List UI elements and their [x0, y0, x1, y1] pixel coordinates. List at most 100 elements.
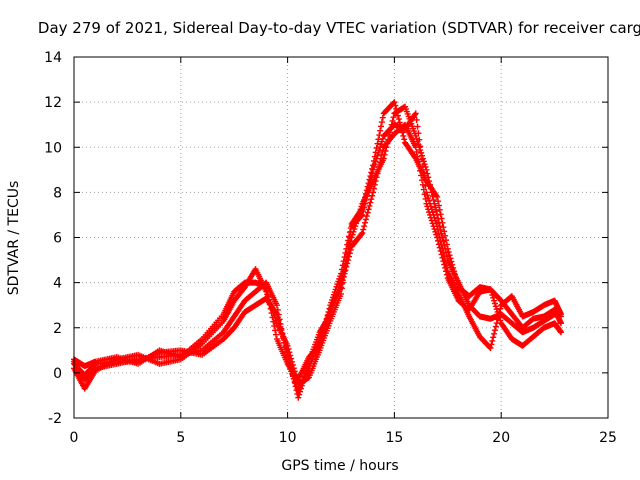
data-point — [367, 173, 374, 180]
data-point — [433, 231, 440, 238]
data-point — [429, 220, 436, 227]
x-tick-label: 20 — [492, 430, 510, 446]
data-point — [412, 110, 419, 117]
data-point — [373, 145, 380, 152]
x-tick-label: 0 — [70, 430, 79, 446]
data-point — [301, 373, 308, 380]
series-track-3 — [71, 121, 565, 401]
data-point — [418, 149, 425, 156]
data-point — [362, 194, 369, 201]
chart-title: Day 279 of 2021, Sidereal Day-to-day VTE… — [38, 19, 640, 37]
data-point — [419, 155, 426, 162]
data-point — [285, 353, 292, 360]
data-point — [441, 228, 448, 235]
data-point — [443, 241, 450, 248]
data-point — [318, 336, 325, 343]
data-point — [415, 130, 422, 137]
data-point — [346, 229, 353, 236]
data-point — [277, 323, 284, 330]
data-point — [378, 155, 385, 162]
data-point — [373, 174, 380, 181]
data-point — [362, 219, 369, 226]
data-point — [453, 277, 460, 284]
data-point — [378, 123, 385, 130]
data-point — [440, 258, 447, 265]
data-point — [340, 273, 347, 280]
data-point — [444, 245, 451, 252]
data-point — [492, 323, 499, 330]
data-point — [365, 180, 372, 187]
data-point — [319, 332, 326, 339]
data-point — [370, 189, 377, 196]
data-point — [291, 379, 298, 386]
data-point — [267, 305, 274, 312]
data-point — [341, 254, 348, 261]
data-point — [265, 292, 272, 299]
data-point — [440, 224, 447, 231]
data-point — [558, 320, 565, 327]
data-point — [377, 159, 384, 166]
data-point — [342, 249, 349, 256]
data-point — [493, 306, 500, 313]
data-point — [274, 314, 281, 321]
data-point — [281, 339, 288, 346]
y-tick-label: 4 — [53, 276, 62, 292]
data-point — [368, 196, 375, 203]
data-point — [368, 169, 375, 176]
data-point — [378, 119, 385, 126]
data-point — [435, 241, 442, 248]
data-point — [448, 258, 455, 265]
data-point — [488, 341, 495, 348]
data-point — [265, 297, 272, 304]
data-point — [299, 379, 306, 386]
data-point — [416, 136, 423, 143]
data-point — [423, 200, 430, 207]
data-point — [419, 181, 426, 188]
data-point — [378, 138, 385, 145]
data-point — [372, 149, 379, 156]
data-point — [488, 289, 495, 296]
data-point — [278, 327, 285, 334]
data-point — [371, 181, 378, 188]
data-point — [263, 284, 270, 291]
data-point — [413, 116, 420, 123]
data-point — [378, 151, 385, 158]
data-point — [497, 317, 504, 324]
data-point — [436, 206, 443, 213]
data-point — [422, 195, 429, 202]
data-point — [272, 327, 279, 334]
data-point — [370, 157, 377, 164]
data-point — [379, 148, 386, 155]
x-tick-label: 15 — [385, 430, 403, 446]
data-point — [494, 308, 501, 315]
data-point — [487, 345, 494, 352]
data-point — [370, 162, 377, 169]
axis-ticks: 0 5 10 15 20 25 -2 0 2 4 6 8 10 12 14 — [44, 50, 617, 446]
data-point — [374, 140, 381, 147]
data-point — [496, 314, 503, 321]
data-point — [447, 255, 454, 262]
data-point — [322, 319, 329, 326]
data-point — [401, 136, 408, 143]
data-point — [275, 317, 282, 324]
data-point — [376, 132, 383, 139]
data-point — [279, 330, 286, 337]
data-point — [268, 310, 275, 317]
data-point — [296, 391, 303, 398]
data-point — [361, 198, 368, 205]
data-point — [491, 330, 498, 337]
y-tick-label: 14 — [44, 50, 62, 66]
data-point — [450, 264, 457, 271]
data-point — [442, 264, 449, 271]
data-point — [271, 323, 278, 330]
data-point — [345, 257, 352, 264]
data-point — [347, 246, 354, 253]
data-point — [400, 132, 407, 139]
data-point — [435, 198, 442, 205]
data-point — [360, 226, 367, 233]
x-tick-label: 10 — [279, 430, 297, 446]
data-point — [344, 260, 351, 267]
data-point — [361, 223, 368, 230]
data-point — [298, 382, 305, 389]
